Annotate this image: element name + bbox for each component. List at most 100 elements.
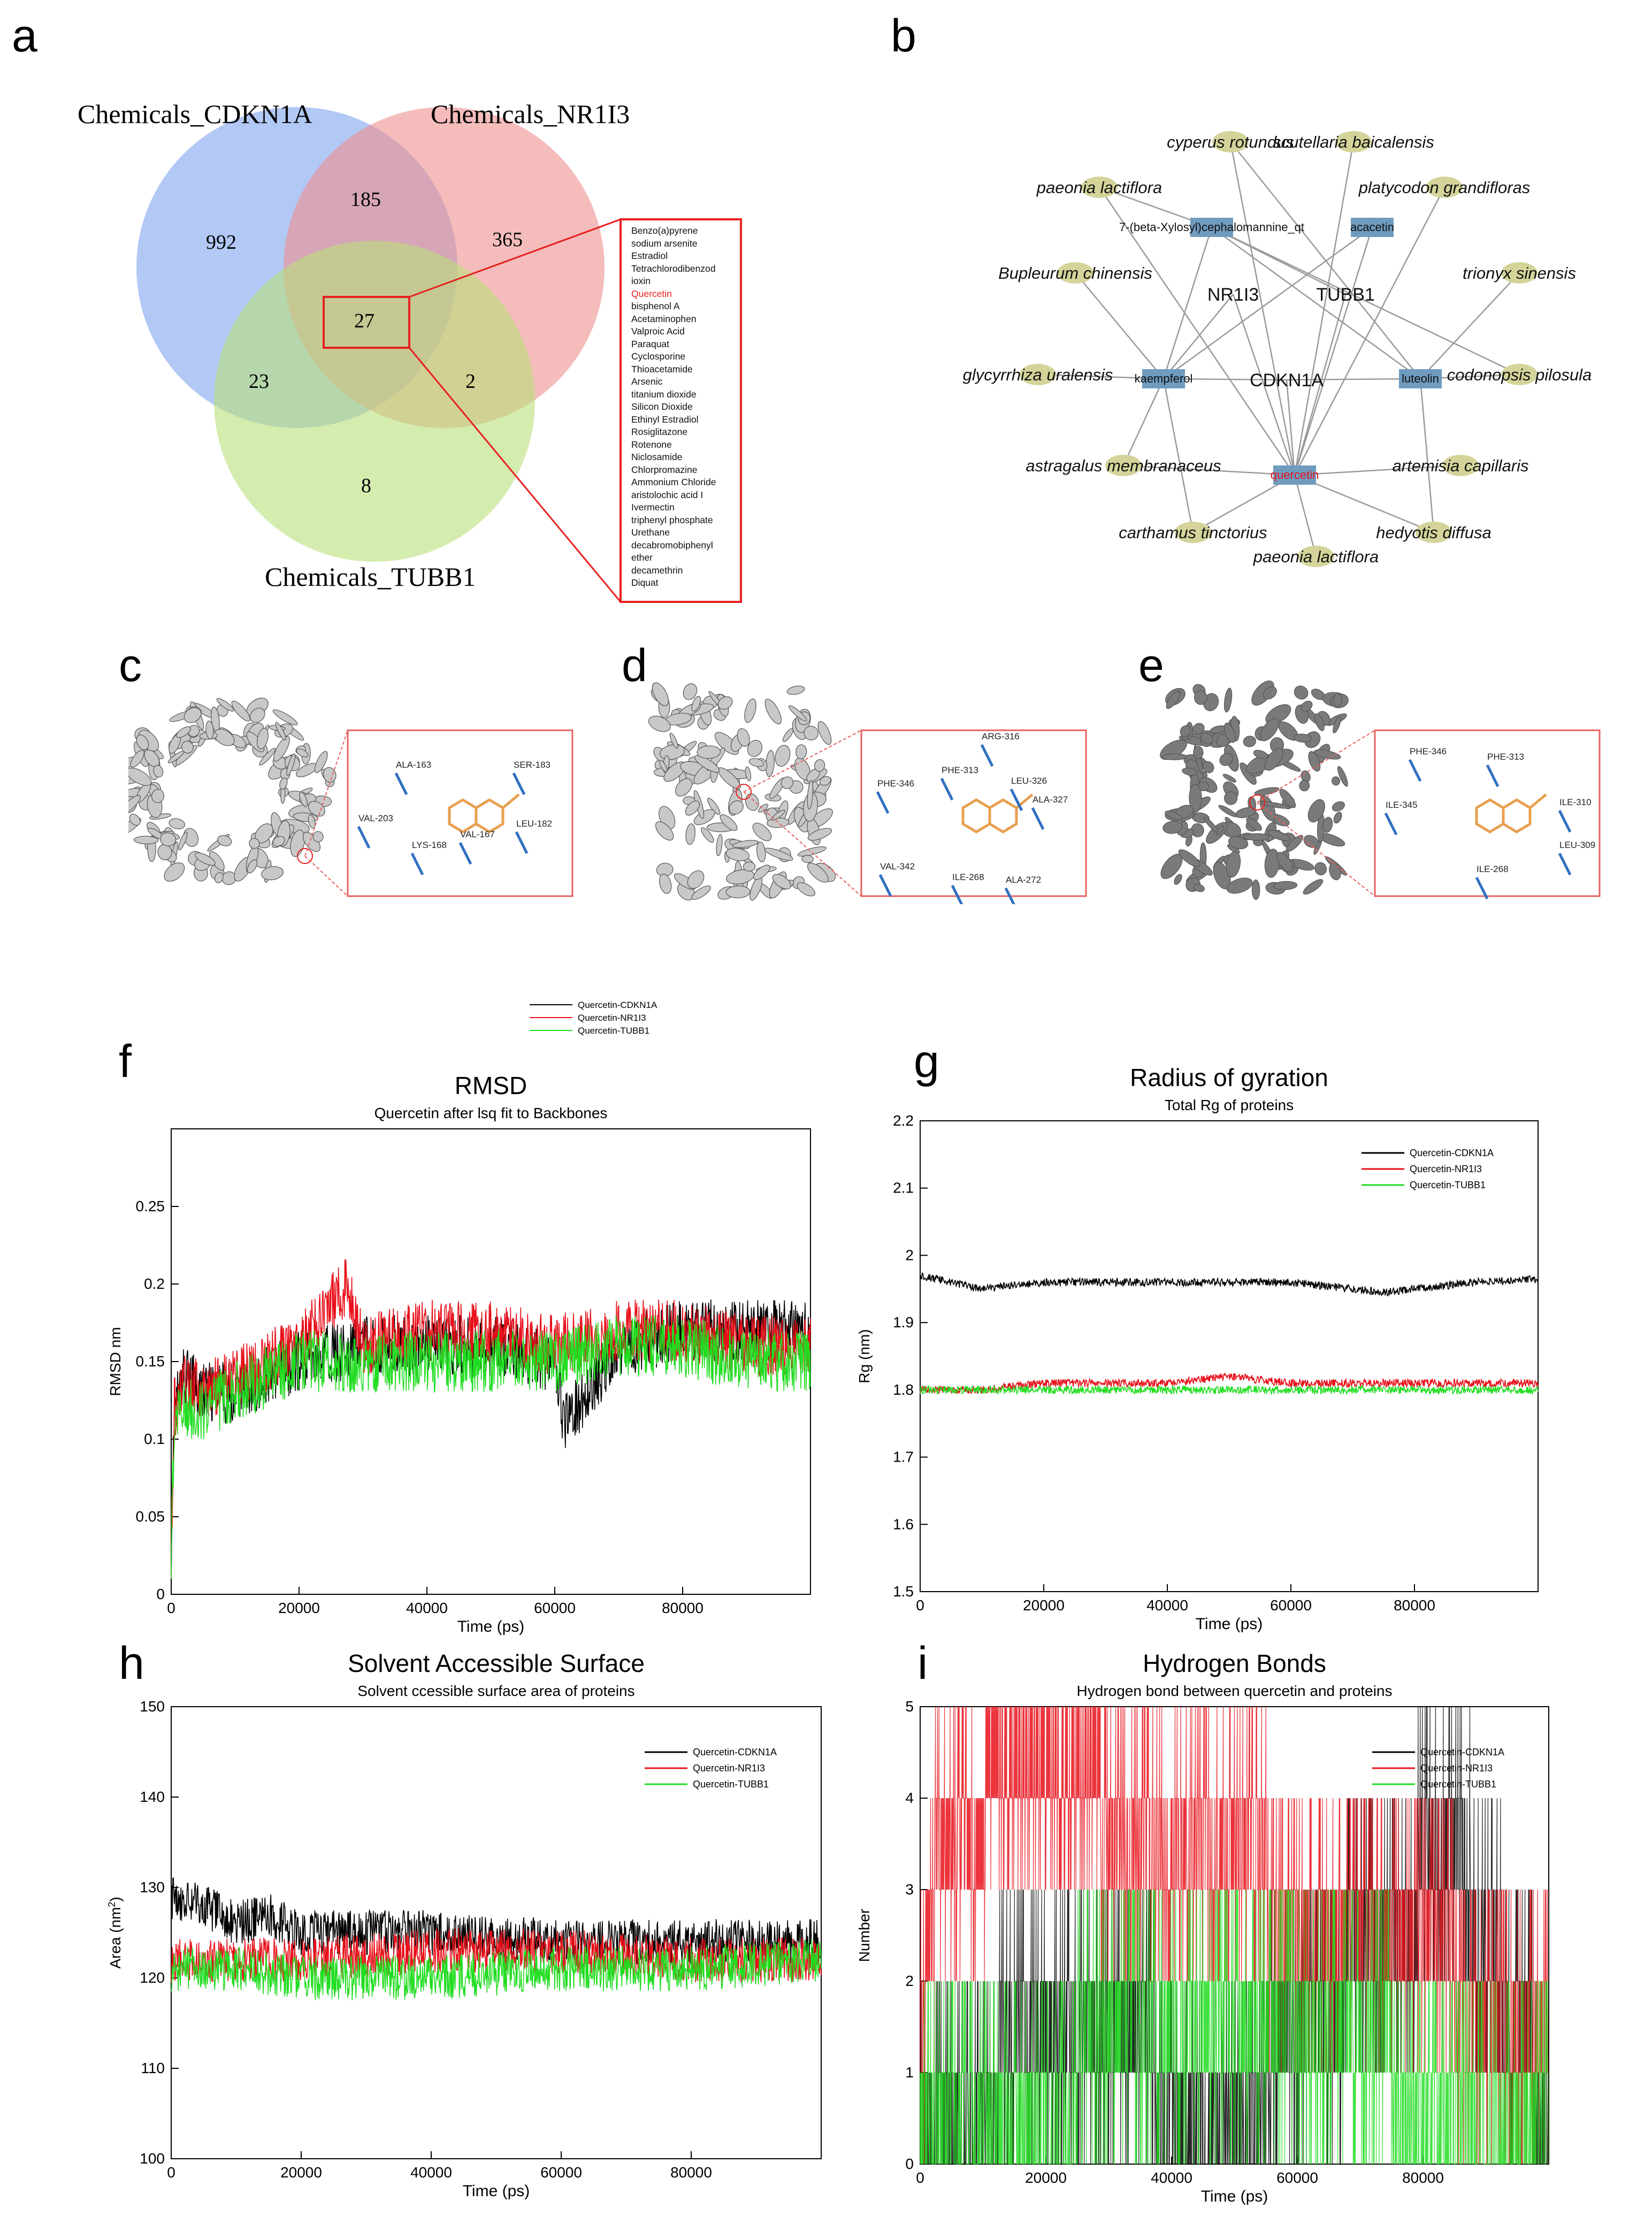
network-edge: [1232, 294, 1296, 476]
protein-cartoon: [648, 682, 836, 901]
legend-label: Quercetin-CDKN1A: [1420, 1747, 1504, 1757]
chemical-item: Valproic Acid: [631, 326, 685, 337]
x-axis-label: Time (ps): [463, 2182, 530, 2200]
network-edge: [1163, 294, 1234, 379]
x-tick-label: 0: [167, 2164, 175, 2181]
x-tick-label: 0: [167, 1600, 175, 1616]
x-tick-label: 60000: [534, 1600, 576, 1616]
y-tick-label: 100: [140, 2150, 165, 2167]
network-edge: [1294, 294, 1347, 476]
chart-title: Solvent Accessible Surface: [348, 1649, 645, 1677]
herb-node: [1081, 177, 1118, 198]
protein-cartoon: [1160, 681, 1349, 900]
docking-panel-d: ARG-316 PHE-346 PHE-313 LEU-326 ALA-327 VAL-3…: [648, 682, 1087, 904]
x-tick-label: 20000: [278, 1600, 320, 1616]
chart-h: Solvent Accessible Surface Solvent ccessi…: [106, 1649, 822, 2200]
chart-subtitle: Solvent ccessible surface area of protei…: [357, 1683, 634, 1699]
ligand-sticks: [1384, 759, 1572, 900]
y-tick-label: 0.25: [136, 1198, 165, 1214]
chart-i: Hydrogen Bonds Hydrogen bond between quer…: [856, 1649, 1549, 2205]
y-tick-label: 1.9: [893, 1314, 914, 1331]
panel-label-c: c: [119, 640, 142, 691]
y-tick-label: 140: [140, 1789, 165, 1805]
x-axis-label: Time (ps): [1196, 1615, 1263, 1633]
series-line: [920, 1373, 1539, 1395]
chemical-item: Paraquat: [631, 338, 670, 349]
legend-label: Quercetin-NR1I3: [1410, 1164, 1482, 1174]
residue-label: PHE-346: [877, 778, 914, 789]
series-line: [920, 1385, 1539, 1396]
target-label: NR1I3: [1207, 285, 1259, 305]
venn-zoom-line: [409, 218, 621, 298]
y-tick-label: 2: [905, 1247, 914, 1263]
legend-label: Quercetin-NR1I3: [1420, 1763, 1493, 1774]
herb-label: hedyotis diffusa: [1376, 523, 1491, 542]
series-line: [171, 1299, 811, 1579]
plot-frame: [920, 1706, 1549, 2165]
legend-label: Quercetin-NR1I3: [578, 1013, 646, 1023]
y-tick-label: 0.15: [136, 1353, 165, 1370]
series-line: [920, 1706, 1549, 2165]
residue-label: LYS-168: [412, 840, 447, 850]
residue-label: VAL-167: [460, 829, 495, 839]
herb-label: platycodon grandifloras: [1358, 178, 1531, 197]
herb-node: [1212, 131, 1249, 152]
chart-subtitle: Total Rg of proteins: [1165, 1097, 1294, 1113]
network-edge: [1162, 378, 1194, 533]
chemical-item: Ivermectin: [631, 502, 675, 513]
chemical-item: decabromobiphenyl: [631, 539, 713, 551]
compound-label: luteolin: [1402, 372, 1439, 385]
panel-label-a: a: [12, 10, 37, 62]
chemical-item: triphenyl phosphate: [631, 514, 713, 525]
series-line: [171, 1877, 822, 1965]
residue-label: LEU-326: [1011, 776, 1047, 786]
network-edge: [1229, 141, 1296, 476]
zoom-line: [743, 730, 862, 792]
residue-label: PHE-346: [1410, 746, 1447, 756]
compound-node: [1273, 465, 1316, 485]
plot-frame: [171, 1706, 822, 2159]
compound-node: [1142, 369, 1185, 388]
legend-label: Quercetin-TUBB1: [693, 1779, 769, 1790]
x-tick-label: 80000: [1394, 1597, 1435, 1614]
chemical-item: Tetrachlorodibenzod: [631, 263, 716, 274]
chemical-item: Ethinyl Estradiol: [631, 414, 699, 425]
venn-label-tubb1: Chemicals_TUBB1: [265, 562, 476, 592]
network-edge: [1420, 272, 1520, 379]
herb-node: [1416, 522, 1452, 543]
legend-label: Quercetin-CDKN1A: [693, 1747, 777, 1757]
chemical-item: Rotenone: [631, 439, 672, 450]
y-tick-label: 1.7: [893, 1449, 914, 1465]
x-tick-label: 0: [916, 1597, 924, 1614]
herb-label: codonopsis pilosula: [1447, 365, 1592, 384]
legend-label: Quercetin-CDKN1A: [578, 1000, 657, 1010]
herb-label: artemisia capillaris: [1393, 456, 1529, 475]
venn-diagram: Chemicals_CDKN1A Chemicals_NR1I3 Chemica…: [78, 99, 742, 603]
herb-node: [1335, 131, 1372, 152]
network-edge: [1294, 475, 1317, 557]
network-edge: [1230, 141, 1421, 379]
herb-node: [1020, 364, 1056, 385]
compound-node: [1351, 218, 1394, 237]
herb-node: [1057, 262, 1093, 284]
chemical-item: Silicon Dioxide: [631, 401, 693, 412]
chemical-item: Niclosamide: [631, 452, 683, 462]
venn-count: 23: [249, 370, 269, 393]
compound-label: quercetin: [1271, 468, 1319, 482]
x-tick-label: 20000: [280, 2164, 322, 2181]
network-edge: [1162, 227, 1213, 379]
ligand-sticks: [357, 772, 529, 876]
zoom-inset: [347, 729, 573, 897]
ligand-site: [1249, 794, 1265, 811]
residue-label: ALA-272: [1006, 875, 1041, 885]
x-tick-label: 40000: [1146, 1597, 1188, 1614]
chemical-item: Diquat: [631, 577, 659, 588]
docking-panel-e: PHE-346 PHE-313 ILE-345 ILE-310 LEU-309 ILE-2…: [1160, 681, 1601, 900]
x-tick-label: 20000: [1025, 2169, 1067, 2186]
network-edge: [1286, 378, 1421, 381]
panel-label-g: g: [914, 1036, 939, 1087]
chemical-item: Benzo(a)pyrene: [631, 225, 698, 236]
x-tick-label: 60000: [1270, 1597, 1312, 1614]
chart-subtitle: Hydrogen bond between quercetin and prot…: [1077, 1683, 1393, 1699]
